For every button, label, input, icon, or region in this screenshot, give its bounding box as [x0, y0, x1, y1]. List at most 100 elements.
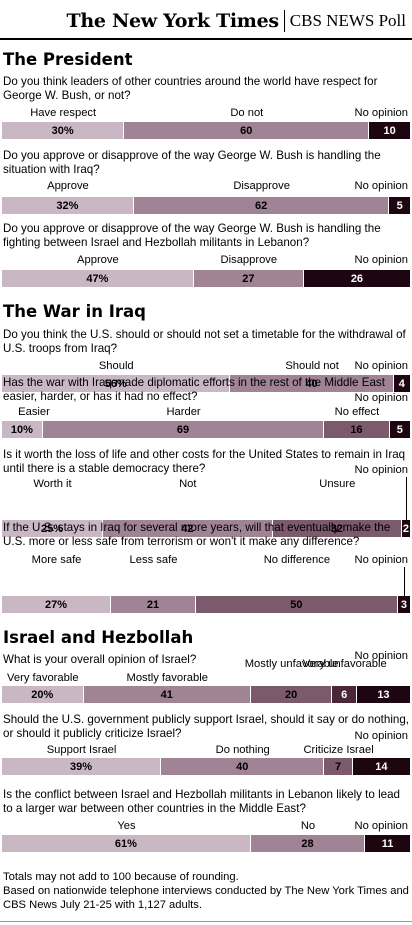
stacked-bar: 25% 42 32 2 — [2, 520, 410, 537]
bar-segment: 25% — [2, 520, 103, 537]
bar-segment: 42 — [102, 520, 273, 537]
category-label: No — [300, 820, 316, 832]
bar-segment: 32% — [2, 197, 134, 214]
category-label: Should not — [285, 360, 339, 372]
footnote-rounding: Totals may not add to 100 because of rou… — [3, 871, 239, 883]
bar-segment: 20 — [250, 686, 333, 703]
question-text: Do you think leaders of other countries … — [3, 75, 378, 102]
bar-segment: 5 — [389, 197, 410, 214]
masthead-divider — [283, 10, 285, 32]
category-label: Approve — [77, 254, 119, 266]
question-text: Do you think the U.S. should or should n… — [3, 328, 406, 355]
stacked-bar: 47% 27 26 — [2, 270, 410, 287]
bar-segment: 27% — [2, 596, 112, 613]
stacked-bar: 61% 28 11 — [2, 835, 410, 852]
category-label: Disapprove — [233, 180, 290, 192]
category-label: Mostly unfavorable — [244, 658, 339, 670]
question-text: Is the conflict between Israel and Hezbo… — [3, 788, 400, 815]
bar-segment: 30% — [2, 122, 125, 139]
category-label: Unsure — [319, 478, 356, 490]
top-rule — [0, 38, 412, 40]
category-label: More safe — [31, 554, 82, 566]
section-title-israel: Israel and Hezbollah — [3, 628, 194, 647]
category-label: Approve — [47, 180, 89, 192]
bar-segment: 47% — [2, 270, 194, 287]
category-label: No opinion — [354, 254, 409, 266]
bar-segment: 20% — [2, 686, 84, 703]
category-label: No difference — [263, 554, 331, 566]
bar-segment: 69 — [42, 421, 325, 438]
stacked-bar: 30% 60 10 — [2, 122, 410, 139]
bar-segment: 10 — [369, 122, 410, 139]
bar-segment: 61% — [2, 835, 251, 852]
category-label: No opinion — [354, 730, 409, 742]
bar-segment: 3 — [397, 596, 410, 613]
section-title-iraq: The War in Iraq — [3, 302, 146, 321]
bar-segment: 41 — [83, 686, 251, 703]
category-label: Easier — [18, 406, 50, 418]
question-text: Do you approve or disapprove of the way … — [3, 222, 381, 249]
footnote-method: Based on nationwide telephone interviews… — [3, 885, 409, 911]
category-label: No opinion — [354, 360, 409, 372]
stacked-bar: 39% 40 7 14 — [2, 758, 410, 775]
category-label: Have respect — [30, 107, 97, 119]
category-label: No opinion — [354, 464, 409, 476]
category-label: No opinion — [354, 180, 409, 192]
bar-segment: 27 — [193, 270, 304, 287]
category-label: No opinion — [354, 392, 409, 404]
bar-segment: 39% — [2, 758, 162, 775]
question-text: What is your overall opinion of Israel? — [3, 653, 197, 666]
stacked-bar: 27% 21 50 3 — [2, 596, 410, 613]
category-label: Do nothing — [215, 744, 270, 756]
bar-segment: 6 — [332, 686, 357, 703]
category-label: Yes — [117, 820, 136, 832]
bar-segment: 26 — [303, 270, 410, 287]
category-label: Disapprove — [220, 254, 278, 266]
bar-segment: 40 — [230, 375, 394, 392]
bar-segment: 13 — [356, 686, 410, 703]
bar-segment: 56% — [2, 375, 231, 392]
bar-segment: 14 — [352, 758, 410, 775]
bar-segment: 7 — [324, 758, 353, 775]
category-label: Mostly favorable — [126, 672, 208, 684]
question-text: Is it worth the loss of life and other c… — [3, 448, 406, 475]
category-label: No opinion — [354, 107, 409, 119]
category-label: Very favorable — [7, 672, 79, 684]
category-label: Harder — [166, 406, 201, 418]
bar-segment: 28 — [250, 835, 366, 852]
category-label: No opinion — [354, 820, 409, 832]
category-label: Should — [98, 360, 134, 372]
category-label: Criticize Israel — [303, 744, 374, 756]
category-label: Less safe — [129, 554, 178, 566]
bar-segment: 62 — [133, 197, 390, 214]
category-label: No opinion — [354, 554, 409, 566]
category-label: No opinion — [354, 650, 409, 662]
stacked-bar: 32% 62 5 — [2, 197, 410, 214]
bar-segment: 11 — [365, 835, 410, 852]
cbs-poll-label: CBS NEWS Poll — [289, 11, 406, 30]
bar-segment: 4 — [393, 375, 410, 392]
bar-segment: 10% — [2, 421, 43, 438]
category-label: No effect — [334, 406, 380, 418]
stacked-bar: 20% 41 20 6 13 — [2, 686, 410, 703]
bar-segment: 5 — [389, 421, 410, 438]
question-text: Has the war with Iraq made diplomatic ef… — [3, 376, 385, 403]
category-label: Not — [179, 478, 197, 490]
bar-segment: 2 — [401, 520, 410, 537]
category-label: Do not — [230, 107, 264, 119]
section-title-president: The President — [3, 50, 133, 69]
category-label: Worth it — [33, 478, 72, 490]
bar-segment: 40 — [161, 758, 325, 775]
bar-segment: 50 — [195, 596, 398, 613]
category-label: Support Israel — [46, 744, 117, 756]
question-text: Should the U.S. government publicly supp… — [3, 713, 410, 740]
bar-segment: 21 — [111, 596, 196, 613]
bar-segment: 16 — [324, 421, 390, 438]
stacked-bar: 56% 40 4 — [2, 375, 410, 392]
stacked-bar: 10% 69 16 5 — [2, 421, 410, 438]
bottom-rule — [0, 921, 412, 922]
label-leader-line — [403, 567, 405, 596]
question-text: Do you approve or disapprove of the way … — [3, 149, 381, 176]
bar-segment: 32 — [272, 520, 402, 537]
